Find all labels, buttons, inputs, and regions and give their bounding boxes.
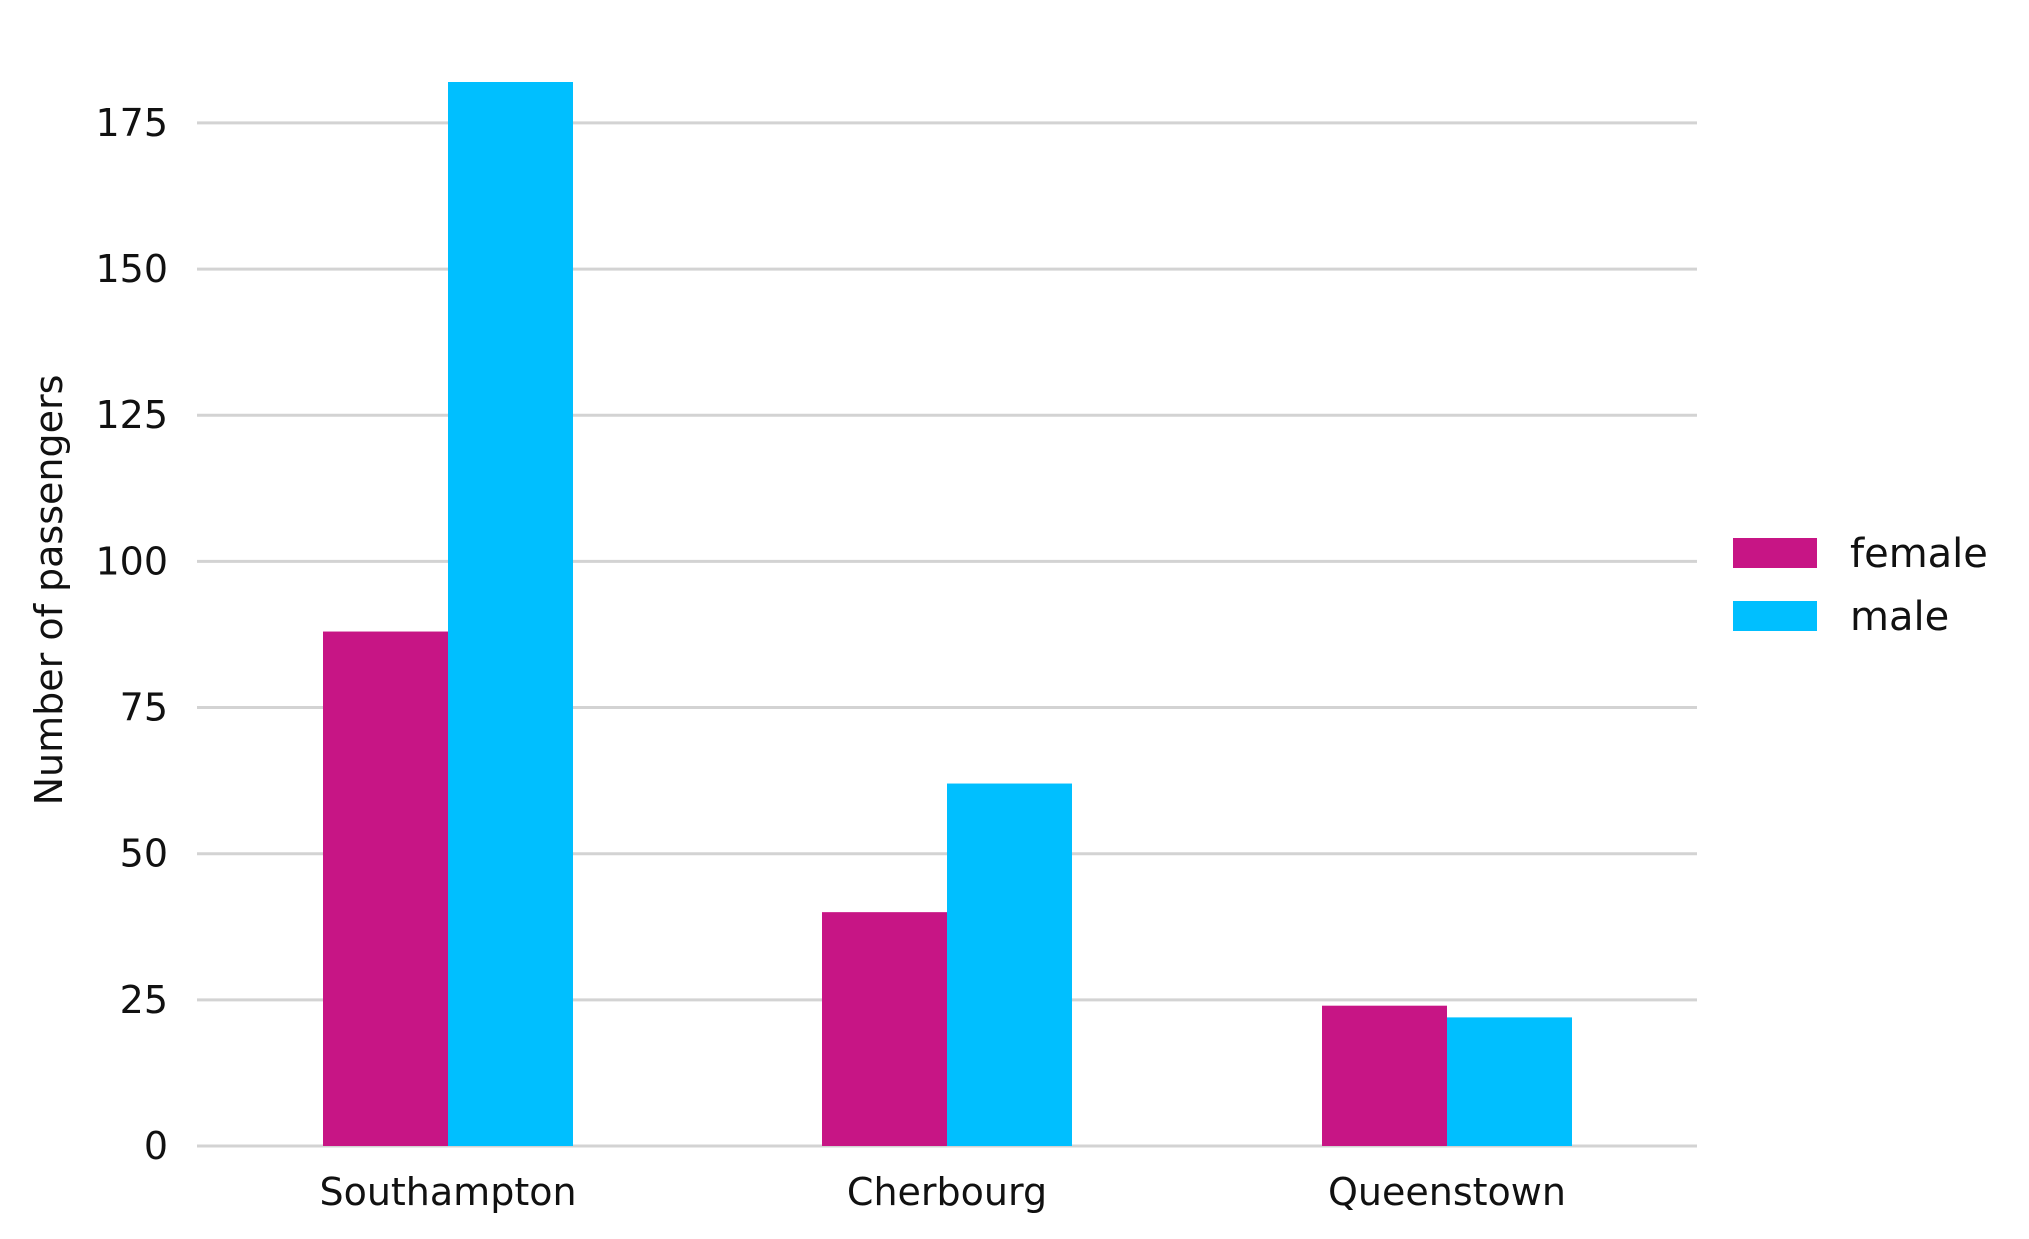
y-tick-label: 175 [95, 101, 168, 145]
y-tick-label: 75 [120, 686, 168, 730]
y-tick-label: 100 [95, 539, 168, 583]
bar-female-queenstown [1322, 1005, 1447, 1146]
y-tick-labels: 0 25 50 75 100 125 150 175 [95, 101, 168, 1168]
bar-female-southampton [323, 631, 448, 1146]
legend: female male [1733, 531, 1988, 640]
legend-swatch-male [1733, 601, 1817, 631]
x-tick-label: Southampton [319, 1170, 576, 1214]
x-tick-label: Queenstown [1328, 1170, 1566, 1214]
y-tick-label: 50 [120, 832, 168, 876]
x-tick-label: Cherbourg [847, 1170, 1047, 1214]
legend-label-female: female [1850, 531, 1988, 577]
y-tick-label: 0 [144, 1124, 168, 1168]
bar-male-southampton [448, 82, 573, 1146]
y-axis-title: Number of passengers [27, 375, 71, 806]
y-tick-label: 25 [120, 978, 168, 1022]
legend-label-male: male [1850, 594, 1949, 640]
legend-swatch-female [1733, 538, 1817, 568]
y-tick-label: 150 [95, 247, 168, 291]
bar-female-cherbourg [822, 912, 947, 1146]
bars [323, 82, 1572, 1146]
y-tick-label: 125 [95, 393, 168, 437]
x-tick-labels: Southampton Cherbourg Queenstown [319, 1170, 1566, 1214]
bar-male-cherbourg [947, 783, 1072, 1146]
bar-male-queenstown [1447, 1017, 1572, 1146]
